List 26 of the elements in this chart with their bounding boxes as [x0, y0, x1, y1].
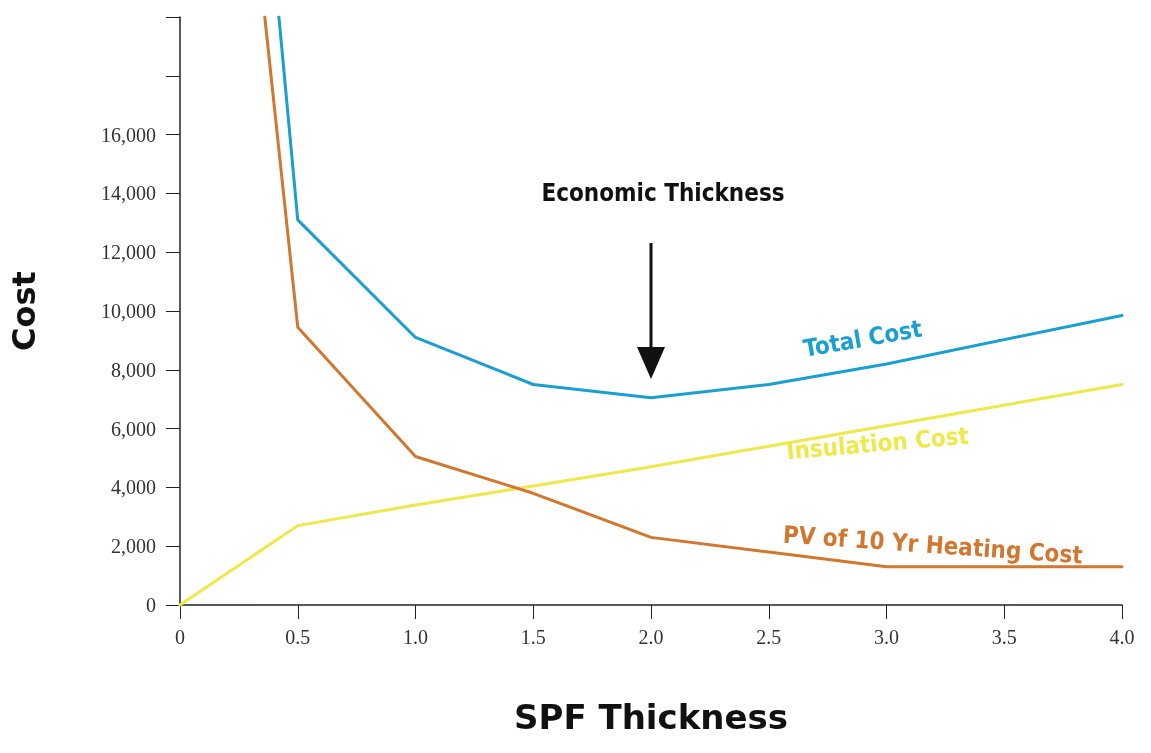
y-tick-label: 10,000	[101, 300, 156, 322]
y-tick-label: 4,000	[111, 476, 156, 499]
x-tick-label: 0.5	[285, 626, 311, 648]
x-tick-label: 0	[175, 626, 185, 648]
text: Total Cost	[801, 314, 925, 363]
line-series	[277, 15, 1124, 400]
y-tick-label: 0	[146, 594, 156, 616]
x-tick-label: 2.5	[756, 626, 782, 648]
annotation: Economic Thickness	[541, 179, 785, 207]
x-tick-label: 1.5	[520, 626, 546, 648]
x-tick-label: 3.0	[874, 626, 899, 648]
y-tick-label: 12,000	[101, 241, 156, 264]
x-tick-label: 2.0	[638, 626, 664, 648]
y-tick-label: 16,000	[101, 123, 156, 146]
x-tick-label: 4.0	[1109, 626, 1135, 648]
line-series	[263, 15, 1124, 569]
y-tick-label: 2,000	[111, 535, 156, 558]
x-axis-title: SPF Thickness	[513, 697, 789, 737]
series-label: Insulation Cost	[785, 421, 970, 466]
series-label: PV of 10 Yr Heating Cost	[782, 520, 1084, 570]
y-tick-label: 14,000	[101, 182, 156, 205]
y-tick-label: 6,000	[111, 417, 156, 440]
y-axis-title: Cost	[5, 271, 43, 351]
y-tick-label: 8,000	[111, 358, 156, 381]
x-tick-label: 1.0	[403, 626, 428, 648]
x-tick-label: 3.5	[991, 626, 1017, 648]
